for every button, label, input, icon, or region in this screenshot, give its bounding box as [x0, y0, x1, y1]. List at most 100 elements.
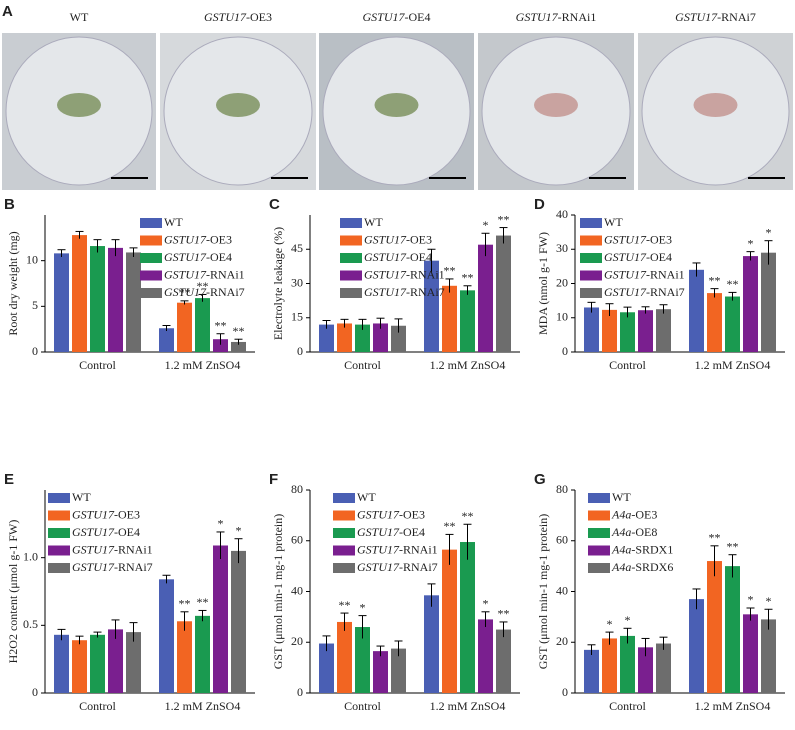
- bar: [373, 323, 388, 352]
- bar: [231, 550, 246, 693]
- legend-label: WT: [357, 490, 376, 504]
- bar-chart: E H2O2 content (μmol g-1 FW) 0 0.5 1.0 Contro…: [4, 471, 255, 713]
- bar: [743, 256, 758, 352]
- y-tick-label: 0: [32, 344, 38, 358]
- bar: [707, 561, 722, 693]
- bar: [126, 632, 141, 693]
- significance-label: *: [748, 236, 754, 250]
- legend-label: A4a-OE8: [611, 525, 657, 539]
- significance-label: *: [236, 523, 242, 537]
- bar: [478, 619, 493, 693]
- bar-chart: D MDA (nmol g-1 FW) 0 10 20 30 40 Control 1.2 mM…: [534, 196, 785, 372]
- significance-label: **: [498, 607, 510, 621]
- x-tick-label: 1.2 mM ZnSO4: [695, 699, 771, 713]
- bar: [319, 643, 334, 693]
- y-tick-label: 0: [32, 685, 38, 699]
- bar: [108, 247, 123, 352]
- legend-label: GSTU17-OE3: [357, 507, 425, 521]
- bar: [195, 615, 210, 693]
- bar: [90, 634, 105, 693]
- significance-label: *: [360, 600, 366, 614]
- bar: [602, 638, 617, 693]
- legend-swatch: [588, 493, 610, 503]
- bar: [126, 252, 141, 352]
- y-axis-title: GST (μmol min-1 mg-1 protein): [536, 514, 550, 670]
- legend-label: GSTU17-RNAi7: [364, 285, 445, 299]
- legend-swatch: [333, 545, 355, 556]
- legend-swatch: [580, 253, 602, 263]
- bar: [460, 290, 475, 352]
- bar: [54, 253, 69, 352]
- bar: [90, 246, 105, 352]
- significance-label: **: [233, 324, 245, 338]
- x-tick-label: Control: [344, 358, 381, 372]
- bar: [707, 293, 722, 352]
- significance-label: **: [339, 598, 351, 612]
- bar: [656, 309, 671, 352]
- significance-label: *: [766, 225, 772, 239]
- legend-label: WT: [164, 215, 183, 229]
- x-tick-label: Control: [609, 699, 646, 713]
- y-tick-label: 40: [556, 583, 568, 597]
- bar: [602, 309, 617, 352]
- y-axis-title: Root dry weight (mg): [6, 231, 20, 335]
- bar: [391, 325, 406, 352]
- significance-label: **: [462, 271, 474, 285]
- y-tick-label: 20: [556, 275, 568, 289]
- seedling: [57, 93, 101, 117]
- significance-label: **: [498, 212, 510, 226]
- y-tick-label: 20: [556, 634, 568, 648]
- seedling: [374, 93, 419, 117]
- significance-label: *: [218, 517, 224, 531]
- legend-label: GSTU17-RNAi1: [164, 267, 245, 281]
- bar: [213, 545, 228, 693]
- significance-label: *: [483, 597, 489, 611]
- photo-caption: GSTU17-RNAi7: [675, 10, 756, 24]
- legend-label: GSTU17-OE3: [72, 507, 140, 521]
- bar: [725, 296, 740, 352]
- bar: [620, 312, 635, 352]
- legend-swatch: [333, 563, 355, 573]
- seedling: [534, 93, 578, 117]
- legend-label: A4a-SRDX1: [611, 542, 673, 556]
- bar: [337, 621, 352, 693]
- bar: [689, 599, 704, 693]
- bar: [424, 595, 439, 693]
- panel-label: E: [4, 471, 14, 488]
- legend-swatch: [340, 270, 362, 281]
- y-tick-label: 1.0: [23, 549, 38, 563]
- seedling: [693, 93, 738, 117]
- x-tick-label: Control: [79, 699, 116, 713]
- bar: [177, 621, 192, 693]
- significance-label: **: [215, 318, 227, 332]
- bar: [638, 647, 653, 693]
- y-axis-title: MDA (nmol g-1 FW): [536, 232, 550, 335]
- bar: [72, 640, 87, 693]
- legend-swatch: [588, 510, 610, 521]
- legend-swatch: [333, 528, 355, 538]
- bar: [337, 323, 352, 352]
- bar: [108, 629, 123, 693]
- x-tick-label: Control: [79, 358, 116, 372]
- y-tick-label: 20: [291, 634, 303, 648]
- legend-swatch: [333, 510, 355, 521]
- x-tick-label: 1.2 mM ZnSO4: [165, 358, 241, 372]
- y-tick-label: 15: [291, 310, 303, 324]
- legend-swatch: [140, 288, 162, 298]
- legend-swatch: [48, 510, 70, 521]
- legend-swatch: [580, 218, 602, 228]
- legend-label: GSTU17-RNAi7: [357, 560, 438, 574]
- bar-chart: B Root dry weight (mg) 0 5 10 Control 1.2 mM Z…: [4, 196, 255, 372]
- y-tick-label: 10: [26, 252, 38, 266]
- y-tick-label: 40: [291, 583, 303, 597]
- legend-label: WT: [72, 490, 91, 504]
- legend-label: A4a-SRDX6: [611, 560, 673, 574]
- y-tick-label: 0: [297, 344, 303, 358]
- bar: [620, 635, 635, 693]
- x-tick-label: Control: [609, 358, 646, 372]
- bar: [689, 269, 704, 352]
- significance-label: *: [748, 593, 754, 607]
- legend-swatch: [140, 235, 162, 246]
- y-tick-label: 60: [556, 533, 568, 547]
